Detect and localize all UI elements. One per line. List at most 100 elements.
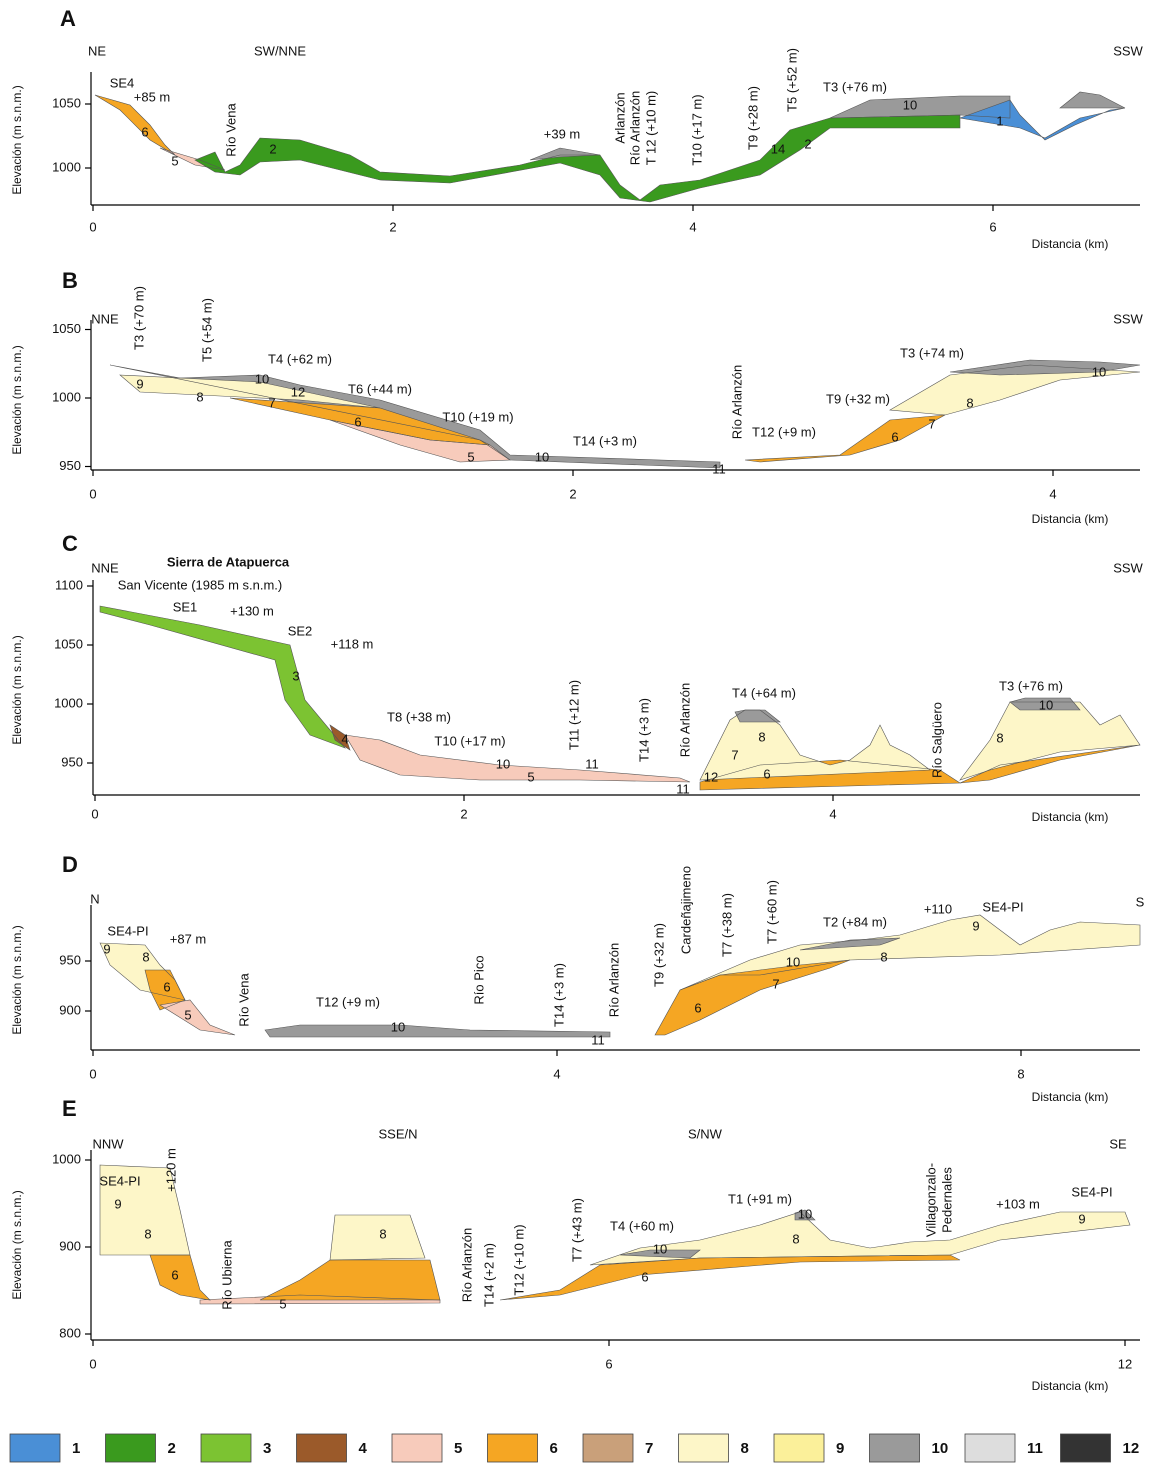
section-label: 8 bbox=[758, 729, 765, 744]
section-label: +110 bbox=[924, 901, 952, 916]
y-axis-label: Elevación (m s.n.m.) bbox=[10, 925, 24, 1034]
geologic-unit bbox=[655, 960, 850, 1035]
section-label: 9 bbox=[114, 1196, 121, 1211]
section-label: T4 (+62 m) bbox=[268, 351, 332, 366]
section-label: Río Arlanzón bbox=[729, 365, 744, 439]
section-label: Río Arlanzón bbox=[677, 683, 692, 757]
section-label: 8 bbox=[966, 395, 973, 410]
section-label: +39 m bbox=[544, 126, 581, 141]
section-label: SE2 bbox=[288, 623, 313, 638]
section-label: 8 bbox=[196, 389, 203, 404]
section-label: Arlanzón bbox=[612, 92, 627, 143]
section-label: T4 (+60 m) bbox=[610, 1218, 674, 1233]
section-label: 11 bbox=[676, 781, 690, 796]
x-tick-label: 4 bbox=[829, 806, 836, 821]
section-label: SE4 bbox=[110, 75, 135, 90]
x-tick-label: 12 bbox=[1118, 1356, 1132, 1371]
section-label: 6 bbox=[163, 979, 170, 994]
section-label: 10 bbox=[798, 1206, 812, 1221]
section-label: T3 (+76 m) bbox=[823, 79, 887, 94]
section-label: Sierra de Atapuerca bbox=[167, 554, 290, 569]
section-label: S bbox=[1136, 894, 1145, 909]
section-label: 7 bbox=[772, 976, 779, 991]
section-label: T11 (+12 m) bbox=[566, 680, 581, 750]
section-label: T9 (+32 m) bbox=[651, 923, 666, 987]
x-tick-label: 2 bbox=[569, 486, 576, 501]
section-label: T4 (+64 m) bbox=[732, 685, 796, 700]
section-label: 8 bbox=[142, 949, 149, 964]
section-label: T 12 (+10 m) bbox=[643, 91, 658, 166]
legend-label: 12 bbox=[1123, 1440, 1140, 1457]
section-label: 12 bbox=[704, 769, 718, 784]
section-label: Río Ubierna bbox=[219, 1240, 234, 1310]
section-label: 6 bbox=[694, 1000, 701, 1015]
y-tick-label: 1000 bbox=[54, 695, 83, 710]
legend-swatch bbox=[297, 1434, 347, 1462]
section-label: SE bbox=[1109, 1136, 1127, 1151]
section-label: SE4-PI bbox=[107, 923, 148, 938]
x-tick-label: 4 bbox=[689, 219, 696, 234]
legend-swatch bbox=[201, 1434, 251, 1462]
section-label: +120 m bbox=[163, 1148, 178, 1192]
section-label: 8 bbox=[144, 1226, 151, 1241]
y-tick-label: 1050 bbox=[54, 636, 83, 651]
section-label: 5 bbox=[171, 153, 178, 168]
x-tick-label: 0 bbox=[89, 486, 96, 501]
x-tick-label: 0 bbox=[91, 806, 98, 821]
section-label: SSW bbox=[1113, 311, 1143, 326]
x-tick-label: 4 bbox=[1049, 486, 1056, 501]
legend-label: 2 bbox=[168, 1440, 176, 1457]
section-label: T10 (+17 m) bbox=[434, 733, 505, 748]
section-label: T5 (+54 m) bbox=[199, 298, 214, 362]
section-label: +130 m bbox=[230, 603, 274, 618]
legend-swatch bbox=[774, 1434, 824, 1462]
section-label: NE bbox=[88, 43, 106, 58]
section-label: 10 bbox=[535, 449, 549, 464]
section-label: 12 bbox=[291, 384, 305, 399]
y-axis-label: Elevación (m s.n.m.) bbox=[10, 345, 24, 454]
section-label: T10 (+19 m) bbox=[442, 409, 513, 424]
legend-label: 5 bbox=[454, 1440, 462, 1457]
section-label: T2 (+84 m) bbox=[823, 914, 887, 929]
y-tick-label: 800 bbox=[59, 1325, 81, 1340]
legend-label: 10 bbox=[932, 1440, 949, 1457]
section-label: +118 m bbox=[331, 636, 374, 651]
section-label: T8 (+38 m) bbox=[387, 709, 451, 724]
section-label: 8 bbox=[792, 1231, 799, 1246]
section-label: 8 bbox=[996, 730, 1003, 745]
section-label: 9 bbox=[972, 918, 979, 933]
section-label: SW/NNE bbox=[254, 43, 306, 58]
y-tick-label: 900 bbox=[59, 1238, 81, 1253]
section-label: 6 bbox=[171, 1267, 178, 1282]
x-axis-label: Distancia (km) bbox=[1032, 512, 1109, 526]
legend-label: 11 bbox=[1027, 1440, 1043, 1457]
section-label: T6 (+44 m) bbox=[348, 381, 412, 396]
section-label: 10 bbox=[255, 371, 269, 386]
section-label: T3 (+74 m) bbox=[900, 345, 964, 360]
section-label: T14 (+2 m) bbox=[481, 1243, 496, 1307]
y-tick-label: 1000 bbox=[52, 389, 81, 404]
section-label: T9 (+28 m) bbox=[745, 86, 760, 150]
x-tick-label: 6 bbox=[989, 219, 996, 234]
section-label: T10 (+17 m) bbox=[689, 94, 704, 165]
section-label: Villagonzalo- bbox=[923, 1163, 938, 1237]
section-label: 5 bbox=[184, 1007, 191, 1022]
x-axis-label: Distancia (km) bbox=[1032, 1090, 1109, 1104]
section-label: 10 bbox=[903, 97, 917, 112]
section-label: 7 bbox=[928, 416, 935, 431]
legend-label: 6 bbox=[550, 1440, 558, 1457]
section-label: San Vicente (1985 m s.n.m.) bbox=[118, 577, 283, 592]
legend-label: 9 bbox=[836, 1440, 844, 1457]
section-label: 10 bbox=[1039, 697, 1053, 712]
section-label: T5 (+52 m) bbox=[784, 48, 799, 112]
section-label: 2 bbox=[269, 141, 276, 156]
section-label: 10 bbox=[1092, 364, 1106, 379]
legend-swatch bbox=[583, 1434, 633, 1462]
section-label: T14 (+3 m) bbox=[636, 698, 651, 762]
section-label: SE1 bbox=[173, 599, 198, 614]
section-label: 8 bbox=[379, 1226, 386, 1241]
section-label: 11 bbox=[591, 1032, 605, 1047]
x-axis-label: Distancia (km) bbox=[1032, 1379, 1109, 1393]
section-label: NNE bbox=[91, 311, 119, 326]
x-tick-label: 0 bbox=[89, 1066, 96, 1081]
